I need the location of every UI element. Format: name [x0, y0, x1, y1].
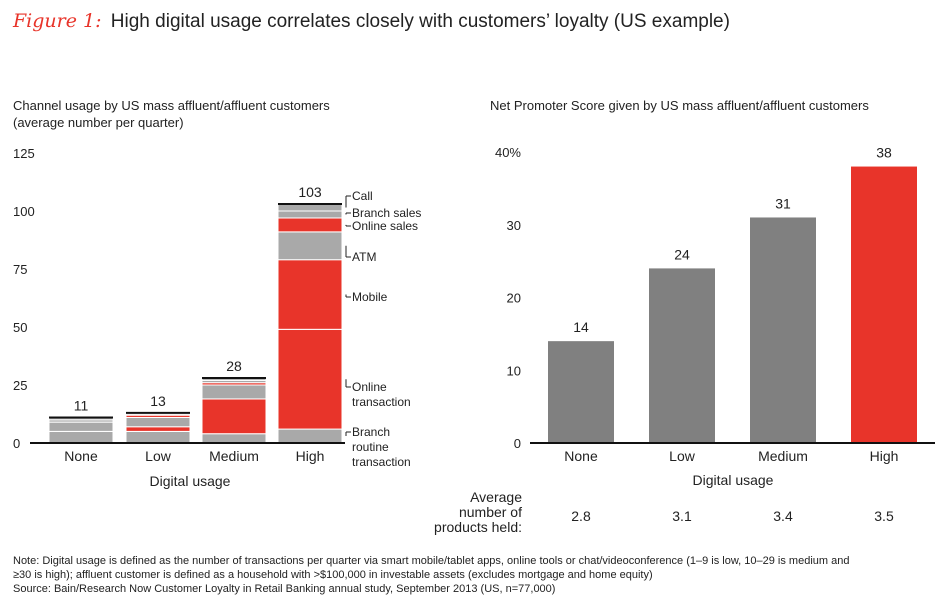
right-y-axis: 0 10 20 30 40%	[495, 145, 521, 451]
left-category-label: Medium	[209, 448, 259, 464]
right-bar	[750, 217, 816, 443]
segment-label: Online sales	[352, 219, 418, 233]
left-bar-segment	[48, 421, 114, 432]
left-segment-labels: Branch routine transaction Online transactio…	[345, 189, 421, 469]
left-category-label: High	[296, 448, 325, 464]
right-category-label: None	[564, 448, 598, 464]
right-value-label: 24	[674, 246, 690, 262]
products-held-value: 2.8	[571, 508, 591, 524]
right-category-label: High	[870, 448, 899, 464]
left-chart-title-line1: Channel usage by US mass affluent/afflue…	[13, 98, 330, 113]
left-bar-segment	[277, 428, 343, 444]
right-bar	[548, 341, 614, 443]
segment-label: Branch sales	[352, 206, 421, 220]
right-y-tick: 10	[507, 363, 521, 378]
right-bar	[649, 268, 715, 443]
left-bar-segment	[125, 430, 191, 444]
footnote: Note: Digital usage is defined as the nu…	[13, 554, 938, 596]
right-category-label: Low	[669, 448, 696, 464]
left-y-tick: 75	[13, 262, 27, 277]
source-line: Source: Bain/Research Now Customer Loyal…	[13, 583, 556, 595]
figure-title-text: High digital usage correlates closely wi…	[110, 11, 730, 32]
left-bar-segment	[201, 433, 267, 444]
right-y-tick: 40%	[495, 145, 521, 160]
left-bar-segment	[277, 259, 343, 330]
right-category-labels: None Low Medium High	[564, 448, 898, 464]
note-line1: Note: Digital usage is defined as the nu…	[13, 555, 850, 567]
products-held-value: 3.5	[874, 508, 894, 524]
left-bars: 11 13 28 103	[48, 184, 343, 444]
products-held-value: 3.4	[773, 508, 793, 524]
figure-title: Figure 1: High digital usage correlates …	[13, 10, 730, 33]
left-y-tick: 125	[13, 146, 35, 161]
right-category-label: Medium	[758, 448, 808, 464]
segment-label: Branch routine transaction	[352, 425, 411, 469]
left-y-tick: 0	[13, 436, 20, 451]
segment-label: Call	[352, 189, 373, 203]
products-held-label: Average number of products held:	[434, 489, 522, 535]
right-chart-title: Net Promoter Score given by US mass affl…	[490, 98, 869, 113]
left-bar-segment	[277, 231, 343, 261]
note-line2: ≥30 is high); affluent customer is defin…	[13, 569, 653, 581]
left-total-label: 13	[150, 393, 166, 409]
left-bar-segment	[277, 217, 343, 233]
left-bar-segment	[277, 203, 343, 212]
left-bar-segment	[125, 426, 191, 432]
left-bar-segment	[277, 210, 343, 219]
segment-label: ATM	[352, 250, 376, 264]
products-held-row: 2.8 3.1 3.4 3.5 Average number of products hel…	[434, 489, 894, 535]
right-y-tick: 0	[514, 436, 521, 451]
left-y-tick: 100	[13, 204, 35, 219]
left-bar-segment	[125, 416, 191, 428]
right-y-tick: 30	[507, 218, 521, 233]
left-total-label: 103	[298, 184, 322, 200]
left-y-axis: 0 25 50 75 100 125	[13, 146, 35, 451]
left-category-label: None	[64, 448, 98, 464]
left-total-label: 11	[74, 397, 89, 413]
right-bar	[851, 166, 917, 444]
segment-label: Mobile	[352, 290, 388, 304]
left-y-tick: 25	[13, 378, 27, 393]
left-bar-segment	[201, 384, 267, 400]
segment-label: Online transaction	[352, 380, 411, 409]
left-bar-segment	[48, 430, 114, 444]
right-value-label: 38	[876, 145, 892, 161]
products-held-value: 3.1	[672, 508, 692, 524]
right-value-label: 31	[775, 195, 791, 211]
left-x-axis-label: Digital usage	[150, 473, 231, 489]
left-y-tick: 50	[13, 320, 27, 335]
left-bar-segment	[277, 328, 343, 430]
left-total-label: 28	[226, 358, 242, 374]
left-category-labels: None Low Medium High	[64, 448, 324, 464]
left-category-label: Low	[145, 448, 172, 464]
left-bar-segment	[201, 398, 267, 435]
right-value-label: 14	[573, 319, 589, 335]
right-y-tick: 20	[507, 291, 521, 306]
figure-label: Figure 1:	[13, 10, 102, 32]
right-bars: 14 24 31 38	[548, 145, 917, 444]
right-x-axis-label: Digital usage	[693, 472, 774, 488]
left-chart-title-line2: (average number per quarter)	[13, 115, 184, 130]
